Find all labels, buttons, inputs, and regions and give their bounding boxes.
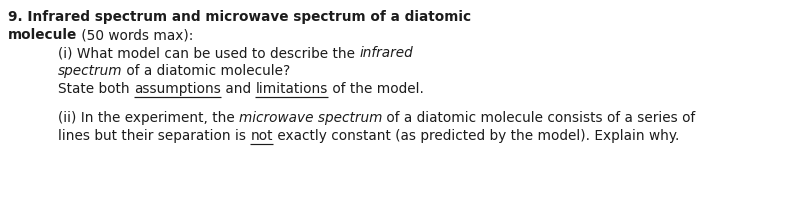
Text: 9. Infrared spectrum and microwave spectrum of a diatomic: 9. Infrared spectrum and microwave spect… — [8, 10, 471, 24]
Text: spectrum: spectrum — [58, 64, 122, 78]
Text: exactly constant (as predicted by the model). Explain why.: exactly constant (as predicted by the mo… — [273, 129, 679, 143]
Text: (ii) In the experiment, the: (ii) In the experiment, the — [58, 111, 239, 125]
Text: (i) What model can be used to describe the: (i) What model can be used to describe t… — [58, 46, 359, 60]
Text: assumptions: assumptions — [134, 82, 221, 96]
Text: molecule: molecule — [8, 28, 77, 42]
Text: and: and — [221, 82, 255, 96]
Text: infrared: infrared — [359, 46, 413, 60]
Text: of the model.: of the model. — [328, 82, 423, 96]
Text: limitations: limitations — [255, 82, 328, 96]
Text: not: not — [250, 129, 273, 143]
Text: microwave spectrum: microwave spectrum — [239, 111, 382, 125]
Text: State both: State both — [58, 82, 134, 96]
Text: (50 words max):: (50 words max): — [77, 28, 194, 42]
Text: of a diatomic molecule consists of a series of: of a diatomic molecule consists of a ser… — [382, 111, 696, 125]
Text: of a diatomic molecule?: of a diatomic molecule? — [122, 64, 291, 78]
Text: lines but their separation is: lines but their separation is — [58, 129, 250, 143]
